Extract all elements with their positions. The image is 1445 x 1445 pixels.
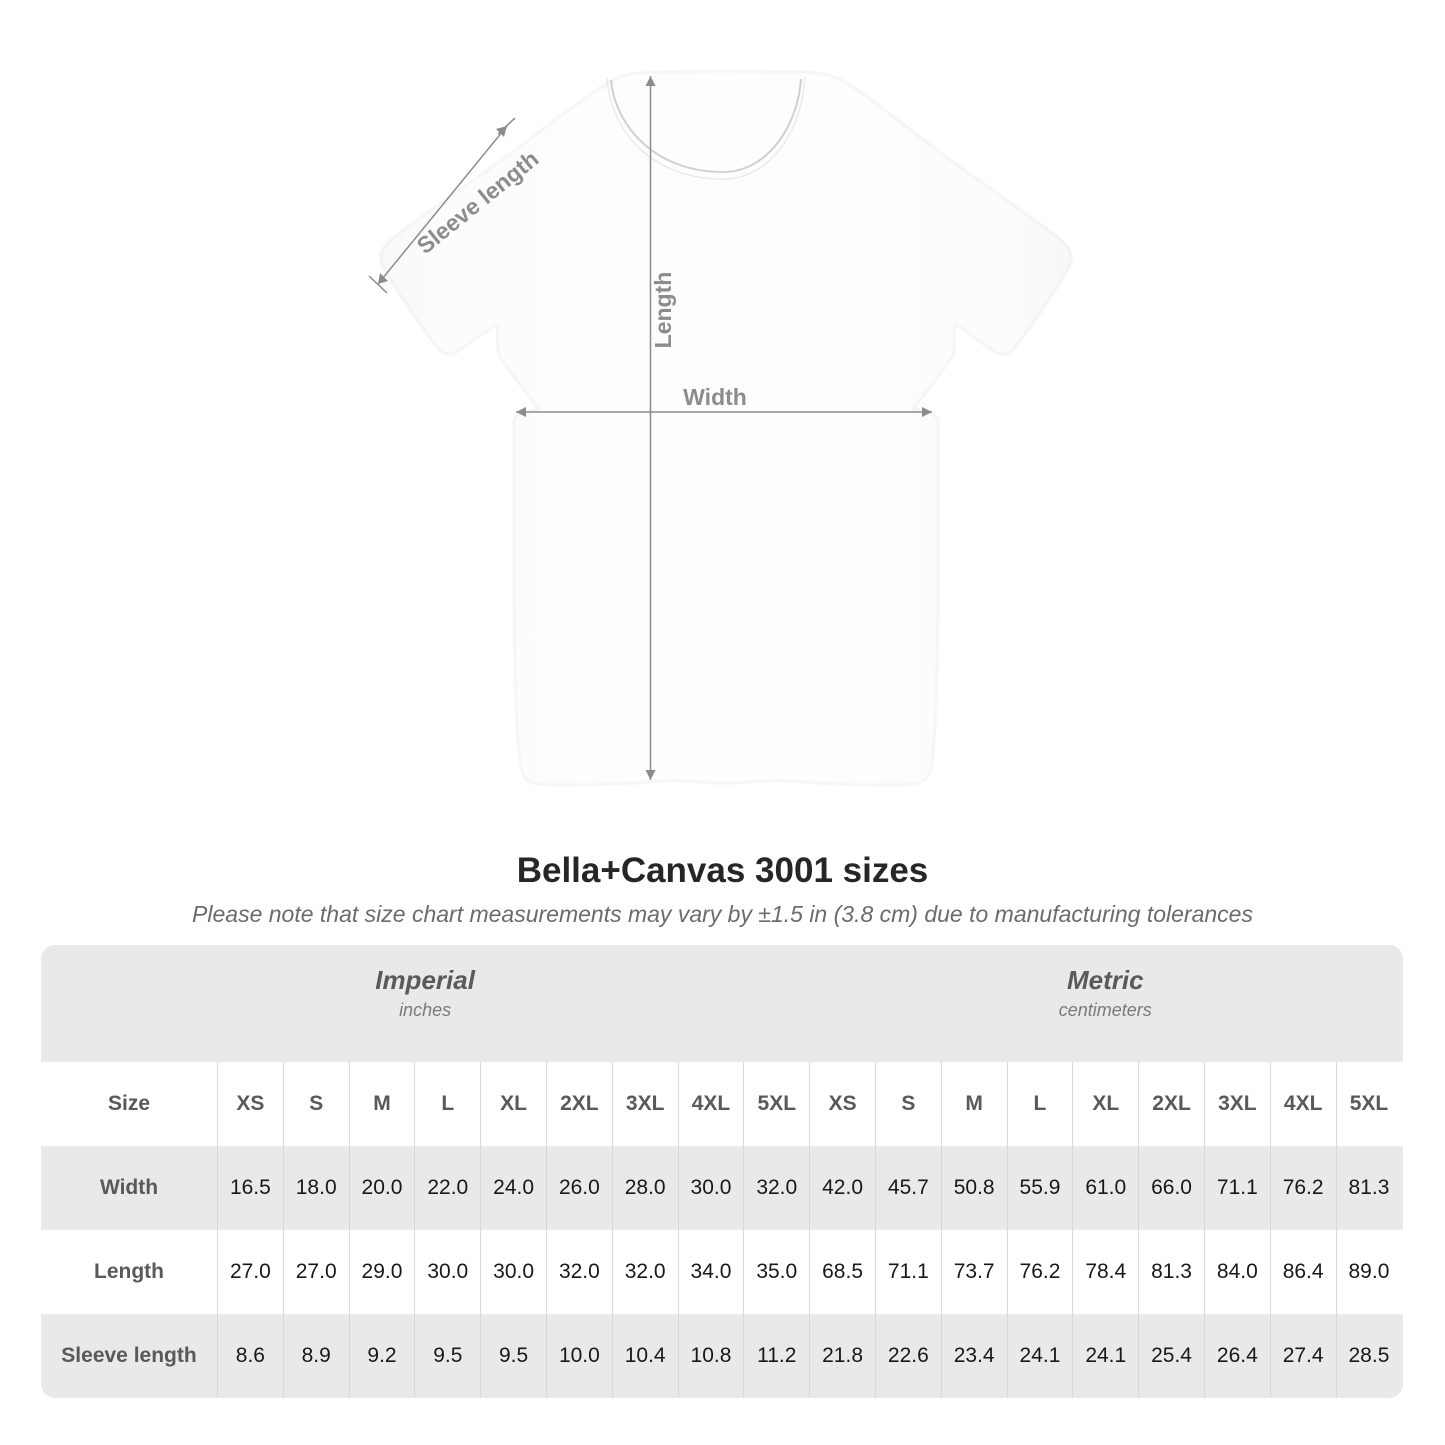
svg-text:Length: Length (650, 272, 676, 349)
svg-text:Width: Width (683, 384, 747, 410)
